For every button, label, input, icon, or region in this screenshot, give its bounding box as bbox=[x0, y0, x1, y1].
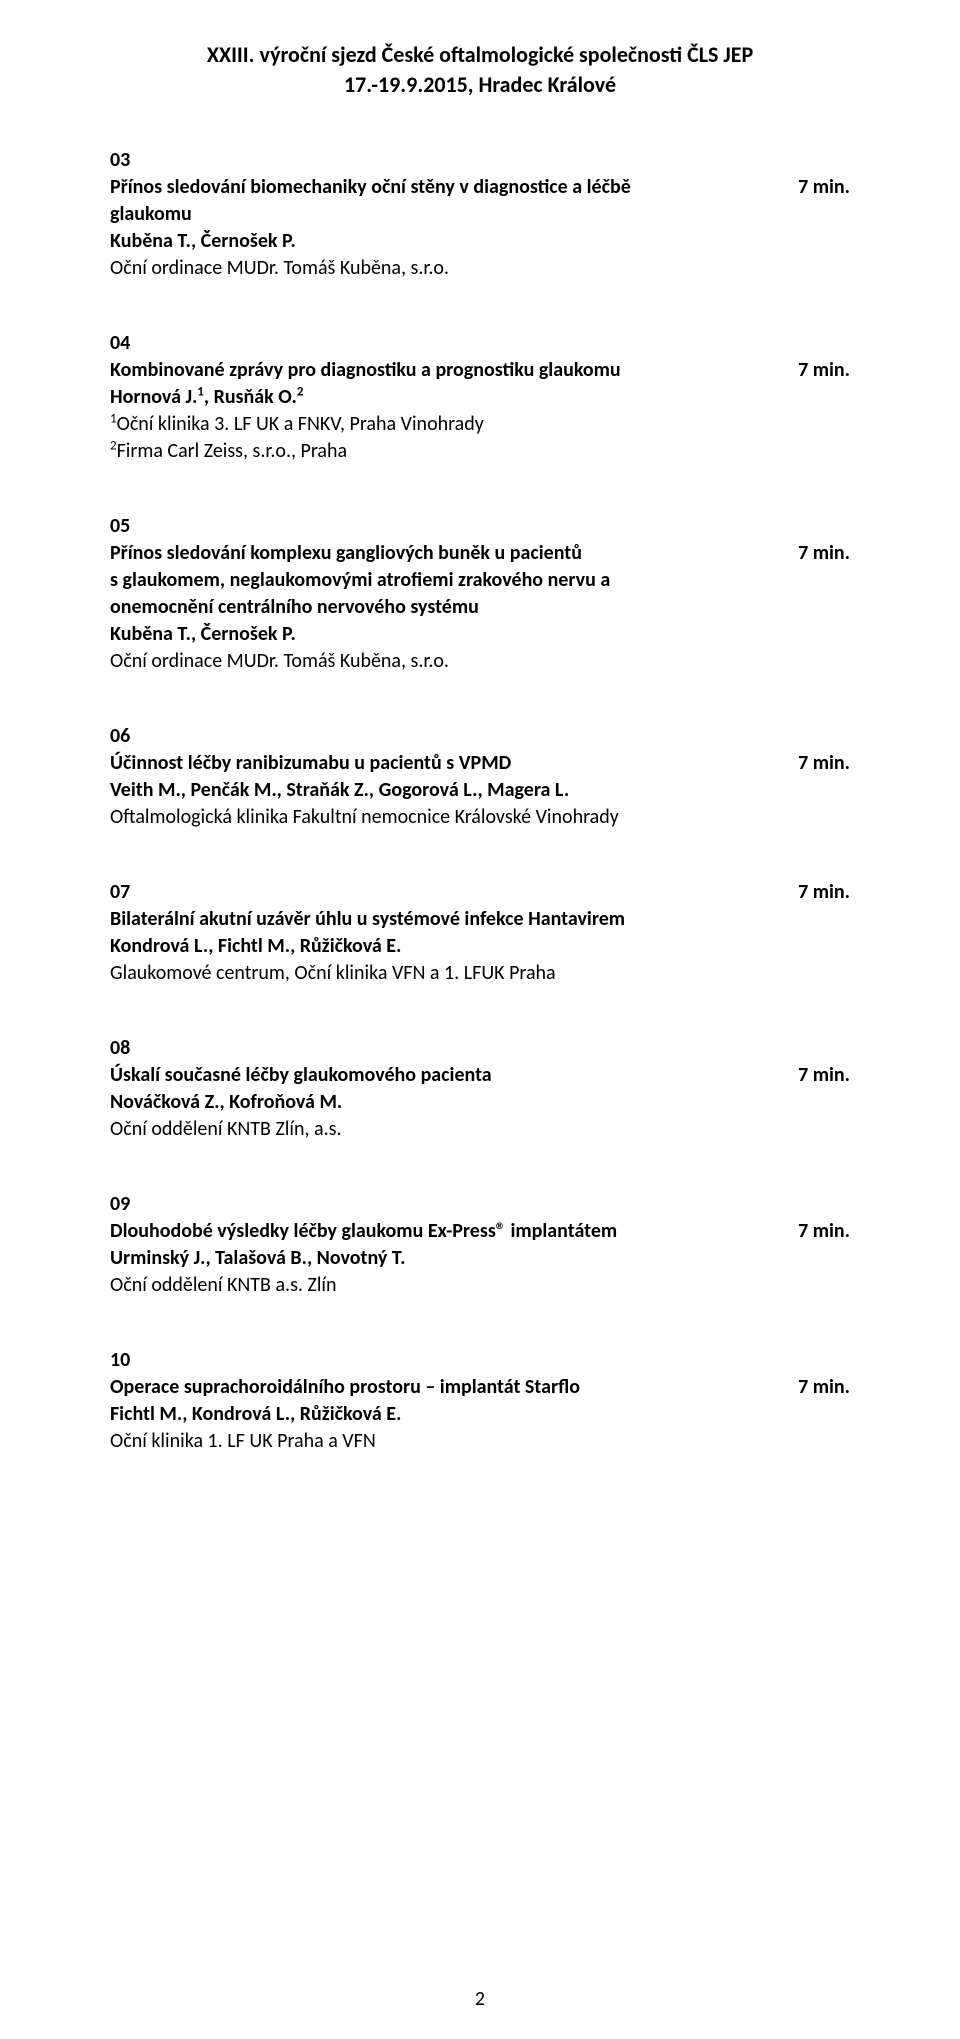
header-line-2: 17.-19.9.2015, Hradec Králové bbox=[110, 70, 850, 100]
entry-authors: Fichtl M., Kondrová L., Růžičková E. bbox=[110, 1401, 850, 1428]
header-line-1: XXIII. výroční sjezd České oftalmologick… bbox=[110, 40, 850, 70]
entry-affiliation: 2Firma Carl Zeiss, s.r.o., Praha bbox=[110, 438, 850, 465]
entry-authors: Kuběna T., Černošek P. bbox=[110, 621, 850, 648]
entry-authors: Kuběna T., Černošek P. bbox=[110, 228, 850, 255]
entry-number: 06 bbox=[110, 723, 850, 750]
entry-title: Operace suprachoroidálního prostoru – im… bbox=[110, 1374, 798, 1401]
program-entry: 05Přínos sledování komplexu gangliových … bbox=[110, 513, 850, 675]
document-header: XXIII. výroční sjezd České oftalmologick… bbox=[110, 40, 850, 99]
entry-number: 08 bbox=[110, 1035, 850, 1062]
program-entry: 09Dlouhodobé výsledky léčby glaukomu Ex-… bbox=[110, 1191, 850, 1299]
entry-duration: 7 min. bbox=[798, 1062, 850, 1089]
entry-affiliation: Oftalmologická klinika Fakultní nemocnic… bbox=[110, 804, 850, 831]
entry-number: 04 bbox=[110, 330, 850, 357]
page: XXIII. výroční sjezd České oftalmologick… bbox=[0, 0, 960, 2039]
entry-affiliation: Oční ordinace MUDr. Tomáš Kuběna, s.r.o. bbox=[110, 648, 850, 675]
entry-authors: Veith M., Penčák M., Straňák Z., Gogorov… bbox=[110, 777, 850, 804]
entry-duration: 7 min. bbox=[798, 1374, 850, 1401]
entry-title: Dlouhodobé výsledky léčby glaukomu Ex-Pr… bbox=[110, 1218, 798, 1245]
entry-title: Přínos sledování komplexu gangliových bu… bbox=[110, 540, 798, 567]
entry-affiliation: 1Oční klinika 3. LF UK a FNKV, Praha Vin… bbox=[110, 411, 850, 438]
entry-duration: 7 min. bbox=[798, 174, 850, 201]
entry-title: Bilaterální akutní uzávěr úhlu u systémo… bbox=[110, 906, 850, 933]
entry-title: Úskalí současné léčby glaukomového pacie… bbox=[110, 1062, 798, 1089]
entry-affiliation: Oční oddělení KNTB Zlín, a.s. bbox=[110, 1116, 850, 1143]
entry-duration: 7 min. bbox=[798, 540, 850, 567]
program-entry: 08Úskalí současné léčby glaukomového pac… bbox=[110, 1035, 850, 1143]
entry-authors: Nováčková Z., Kofroňová M. bbox=[110, 1089, 850, 1116]
entry-duration: 7 min. bbox=[798, 1218, 850, 1245]
program-entry: 06Účinnost léčby ranibizumabu u pacientů… bbox=[110, 723, 850, 831]
entry-duration: 7 min. bbox=[798, 750, 850, 777]
program-entry: 10Operace suprachoroidálního prostoru – … bbox=[110, 1347, 850, 1455]
program-entry: 077 min.Bilaterální akutní uzávěr úhlu u… bbox=[110, 879, 850, 987]
entry-affiliation: Oční ordinace MUDr. Tomáš Kuběna, s.r.o. bbox=[110, 255, 850, 282]
page-number: 2 bbox=[0, 1987, 960, 2011]
entry-number: 03 bbox=[110, 147, 850, 174]
entry-duration: 7 min. bbox=[798, 357, 850, 384]
entry-duration: 7 min. bbox=[798, 879, 850, 906]
program-entry: 03Přínos sledování biomechaniky oční stě… bbox=[110, 147, 850, 282]
entry-number: 07 bbox=[110, 879, 798, 906]
entries-container: 03Přínos sledování biomechaniky oční stě… bbox=[110, 147, 850, 1455]
entry-affiliation: Oční oddělení KNTB a.s. Zlín bbox=[110, 1272, 850, 1299]
entry-title-line: glaukomu bbox=[110, 201, 850, 228]
entry-title: Kombinované zprávy pro diagnostiku a pro… bbox=[110, 357, 798, 384]
entry-title-line: onemocnění centrálního nervového systému bbox=[110, 594, 850, 621]
entry-number: 10 bbox=[110, 1347, 850, 1374]
program-entry: 04Kombinované zprávy pro diagnostiku a p… bbox=[110, 330, 850, 465]
entry-number: 09 bbox=[110, 1191, 850, 1218]
entry-authors: Kondrová L., Fichtl M., Růžičková E. bbox=[110, 933, 850, 960]
entry-title: Přínos sledování biomechaniky oční stěny… bbox=[110, 174, 798, 201]
entry-title-line: s glaukomem, neglaukomovými atrofiemi zr… bbox=[110, 567, 850, 594]
entry-affiliation: Oční klinika 1. LF UK Praha a VFN bbox=[110, 1428, 850, 1455]
entry-affiliation: Glaukomové centrum, Oční klinika VFN a 1… bbox=[110, 960, 850, 987]
entry-number: 05 bbox=[110, 513, 850, 540]
entry-authors: Urminský J., Talašová B., Novotný T. bbox=[110, 1245, 850, 1272]
entry-title: Účinnost léčby ranibizumabu u pacientů s… bbox=[110, 750, 798, 777]
entry-authors: Hornová J.1, Rusňák O.2 bbox=[110, 384, 850, 411]
